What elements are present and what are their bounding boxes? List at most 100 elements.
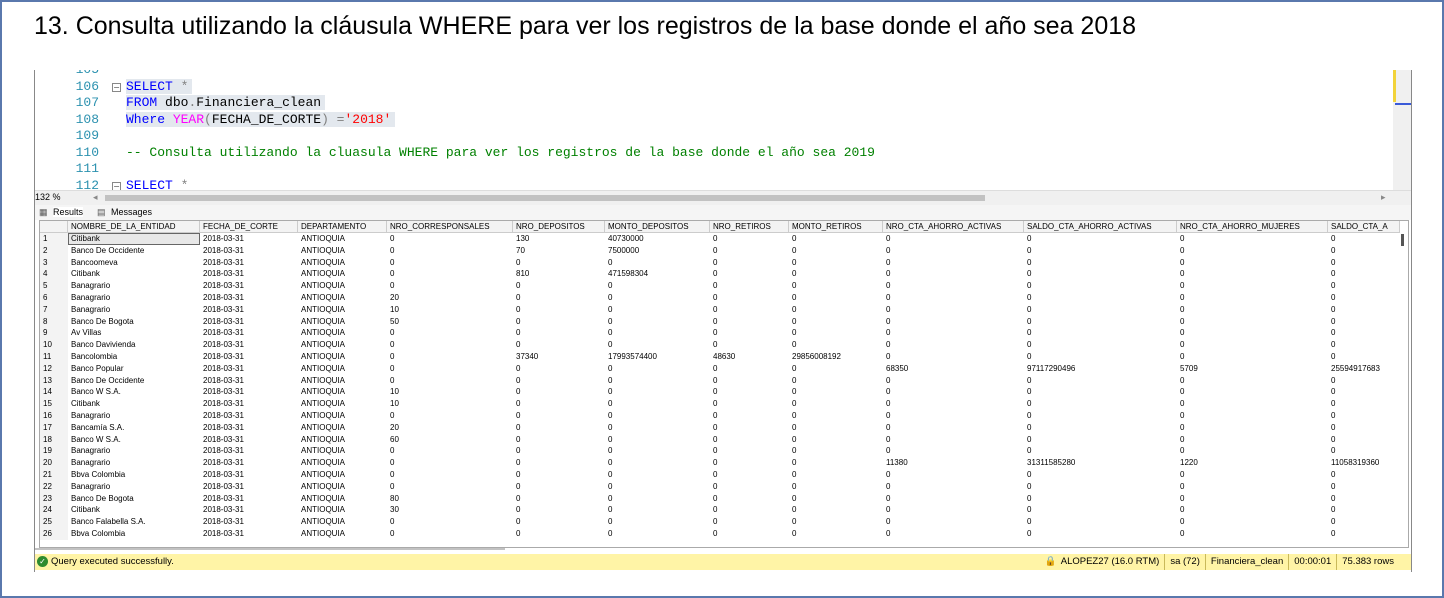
- cell[interactable]: 0: [608, 446, 613, 456]
- cell[interactable]: 0: [1180, 470, 1185, 479]
- cell[interactable]: 0: [1027, 328, 1032, 338]
- cell[interactable]: 0: [1331, 328, 1336, 338]
- cell[interactable]: 0: [390, 481, 395, 491]
- cell[interactable]: 31311585280: [1027, 458, 1076, 468]
- cell[interactable]: 0: [608, 340, 613, 350]
- cell[interactable]: 0: [886, 399, 891, 409]
- row-number[interactable]: 18: [40, 433, 68, 446]
- cell[interactable]: 0: [713, 529, 718, 538]
- cell[interactable]: 0: [1331, 352, 1336, 361]
- cell[interactable]: ANTIOQUIA: [301, 517, 346, 527]
- cell[interactable]: 0: [516, 387, 521, 397]
- cell[interactable]: 0: [886, 446, 891, 456]
- cell[interactable]: 0: [1180, 352, 1185, 361]
- cell[interactable]: Banco Davivienda: [71, 340, 136, 350]
- cell[interactable]: ANTIOQUIA: [301, 375, 346, 385]
- cell[interactable]: ANTIOQUIA: [301, 269, 346, 279]
- cell[interactable]: 0: [886, 234, 891, 243]
- cell[interactable]: 0: [792, 493, 797, 503]
- cell[interactable]: 0: [713, 422, 718, 432]
- cell[interactable]: 0: [516, 481, 521, 491]
- cell[interactable]: 0: [792, 363, 797, 373]
- cell[interactable]: 0: [713, 446, 718, 456]
- fold-toggle[interactable]: −: [112, 181, 121, 190]
- cell[interactable]: 0: [1331, 470, 1336, 479]
- cell[interactable]: 10: [390, 387, 399, 397]
- row-number[interactable]: 12: [40, 362, 68, 375]
- cell[interactable]: 0: [1180, 316, 1185, 326]
- cell[interactable]: 0: [713, 375, 718, 385]
- cell[interactable]: 0: [516, 340, 521, 350]
- cell[interactable]: 0: [1331, 387, 1336, 397]
- cell[interactable]: ANTIOQUIA: [301, 363, 346, 373]
- cell[interactable]: 0: [516, 505, 521, 515]
- cell[interactable]: 0: [886, 304, 891, 314]
- cell[interactable]: Banco W S.A.: [71, 387, 121, 397]
- cell[interactable]: 0: [886, 281, 891, 291]
- cell[interactable]: ANTIOQUIA: [301, 446, 346, 456]
- cell[interactable]: 0: [792, 458, 797, 468]
- cell[interactable]: 0: [608, 293, 613, 302]
- cell[interactable]: 0: [1027, 505, 1032, 515]
- cell[interactable]: Citibank: [68, 233, 200, 245]
- cell[interactable]: 0: [1331, 316, 1336, 326]
- cell[interactable]: 0: [1027, 269, 1032, 279]
- cell[interactable]: 0: [1180, 245, 1185, 255]
- cell[interactable]: 68350: [886, 363, 909, 373]
- cell[interactable]: 0: [1027, 411, 1032, 420]
- column-header[interactable]: MONTO_RETIROS: [789, 221, 883, 233]
- cell[interactable]: Banagrario: [71, 481, 111, 491]
- cell[interactable]: 0: [608, 316, 613, 326]
- cell[interactable]: ANTIOQUIA: [301, 281, 346, 291]
- cell[interactable]: 17993574400: [608, 352, 657, 361]
- cell[interactable]: 0: [713, 517, 718, 527]
- cell[interactable]: 0: [1331, 281, 1336, 291]
- cell[interactable]: 0: [886, 245, 891, 255]
- cell[interactable]: Banco De Bogota: [71, 493, 134, 503]
- cell[interactable]: 0: [792, 375, 797, 385]
- cell[interactable]: 0: [608, 387, 613, 397]
- cell[interactable]: Bbva Colombia: [71, 470, 126, 479]
- cell[interactable]: 130: [516, 234, 530, 243]
- cell[interactable]: 0: [792, 446, 797, 456]
- cell[interactable]: 0: [792, 234, 797, 243]
- row-number[interactable]: 6: [40, 292, 68, 304]
- cell[interactable]: 0: [1027, 375, 1032, 385]
- cell[interactable]: 2018-03-31: [203, 399, 244, 409]
- cell[interactable]: 0: [713, 493, 718, 503]
- cell[interactable]: 0: [886, 340, 891, 350]
- cell[interactable]: 10: [390, 304, 399, 314]
- cell[interactable]: ANTIOQUIA: [301, 411, 346, 420]
- cell[interactable]: 0: [1331, 269, 1336, 279]
- cell[interactable]: 5709: [1180, 363, 1198, 373]
- cell[interactable]: 0: [1180, 234, 1185, 243]
- cell[interactable]: ANTIOQUIA: [301, 434, 346, 444]
- cell[interactable]: 0: [792, 470, 797, 479]
- column-header[interactable]: NRO_RETIROS: [710, 221, 789, 233]
- row-number[interactable]: 9: [40, 327, 68, 340]
- cell[interactable]: ANTIOQUIA: [301, 340, 346, 350]
- cell[interactable]: 0: [390, 281, 395, 291]
- cell[interactable]: 0: [608, 281, 613, 291]
- cell[interactable]: 0: [886, 328, 891, 338]
- row-number[interactable]: 16: [40, 410, 68, 422]
- cell[interactable]: 0: [792, 517, 797, 527]
- cell[interactable]: 0: [886, 493, 891, 503]
- cell[interactable]: 0: [1180, 399, 1185, 409]
- cell[interactable]: 0: [390, 458, 395, 468]
- cell[interactable]: 0: [1180, 257, 1185, 267]
- cell[interactable]: 0: [1027, 293, 1032, 302]
- cell[interactable]: 0: [1331, 234, 1336, 243]
- cell[interactable]: 0: [1331, 529, 1336, 538]
- cell[interactable]: 0: [1331, 293, 1336, 302]
- cell[interactable]: 0: [390, 446, 395, 456]
- cell[interactable]: 0: [1331, 434, 1336, 444]
- cell[interactable]: ANTIOQUIA: [301, 470, 346, 479]
- cell[interactable]: 2018-03-31: [203, 293, 244, 302]
- cell[interactable]: 0: [516, 328, 521, 338]
- cell[interactable]: 0: [516, 470, 521, 479]
- cell[interactable]: 0: [1027, 434, 1032, 444]
- cell[interactable]: 0: [886, 293, 891, 302]
- cell[interactable]: 0: [390, 411, 395, 420]
- cell[interactable]: 0: [886, 481, 891, 491]
